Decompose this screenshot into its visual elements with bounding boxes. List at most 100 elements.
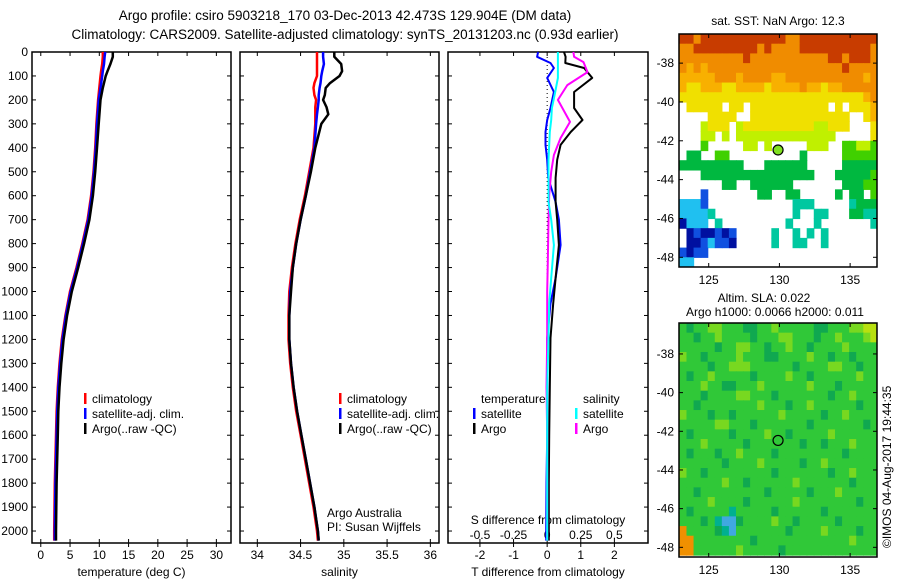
map-cell [771, 487, 780, 498]
argo-location-marker [772, 434, 784, 447]
map-cell [849, 429, 857, 440]
map-cell [721, 506, 730, 517]
map-cell [757, 497, 765, 508]
map-cell [735, 342, 744, 353]
map-cell [728, 82, 737, 93]
map-cell [842, 150, 850, 161]
map-cell [799, 53, 808, 64]
map-cell [700, 400, 709, 411]
map-cell [707, 448, 716, 459]
map-cell [728, 458, 737, 469]
map-cell [743, 53, 751, 64]
map-cell [728, 34, 737, 45]
map-cell [785, 63, 794, 74]
map-cell [750, 34, 758, 45]
map-cell [870, 82, 877, 93]
map-cell [806, 131, 815, 142]
map-cell [842, 140, 850, 152]
profile-panel-temperature: 0100200300400500600700800900100011001200… [1, 45, 232, 579]
map-cell [679, 381, 688, 392]
map-cell [856, 101, 864, 113]
map-cell [792, 545, 801, 556]
map-cell [856, 506, 864, 517]
map-cell [792, 477, 801, 488]
map-cell [757, 332, 765, 343]
map-cell [806, 487, 815, 498]
map-cell [771, 429, 780, 440]
map-cell [785, 468, 794, 479]
map-cell [679, 458, 688, 469]
map-cell [679, 400, 688, 411]
y-tick-label: 100 [8, 69, 28, 83]
map-cell [849, 497, 857, 508]
map-cell [735, 63, 744, 74]
map-cell [806, 477, 815, 488]
map-cell [870, 516, 877, 527]
map-cell [764, 477, 772, 488]
legend-swatch [339, 423, 342, 434]
map-cell [820, 448, 829, 459]
map-cell [714, 111, 723, 122]
map-cell [750, 448, 758, 459]
map-cell [806, 101, 815, 113]
map-cell [771, 121, 780, 132]
map-cell [700, 101, 709, 113]
map-cell [750, 53, 758, 64]
map-cell [764, 43, 772, 55]
legend-swatch [575, 423, 578, 434]
map-cell [728, 448, 737, 459]
legend-label: satellite [583, 407, 624, 421]
map-cell [750, 419, 758, 430]
map-cell [849, 545, 857, 556]
map-cell [743, 400, 751, 411]
map-cell [757, 34, 765, 45]
map-cell [764, 381, 772, 392]
map-cell [863, 43, 871, 55]
map-cell [849, 92, 857, 103]
map-cell [806, 111, 815, 122]
lon-tick-label: 135 [840, 563, 860, 577]
map-cell [721, 361, 730, 372]
map-cell [750, 92, 758, 103]
map-cell [834, 72, 843, 84]
map-cell [870, 468, 877, 479]
map-cell [735, 92, 744, 103]
map-cell [806, 545, 815, 556]
map-cell [820, 429, 829, 440]
map-cell [693, 477, 702, 488]
map-cell [757, 458, 765, 469]
map-cell [870, 410, 877, 421]
map-cell [785, 429, 794, 440]
map-cell [714, 150, 723, 161]
map-cell [863, 371, 871, 382]
map-cell [863, 352, 871, 363]
map-cell [778, 92, 787, 103]
map-cell [842, 468, 850, 479]
map-cell [721, 477, 730, 488]
map-cell [834, 189, 843, 200]
map-cell [679, 410, 688, 421]
lon-tick-label: 125 [699, 563, 719, 577]
map-cell [757, 43, 765, 55]
map-cell [714, 92, 723, 103]
map-cell [778, 82, 787, 93]
map-cell [820, 390, 829, 401]
legend-label: satellite [481, 407, 522, 421]
map-cell [721, 410, 730, 421]
map-cell [785, 381, 794, 392]
map-cell [764, 545, 772, 556]
map-cell [771, 410, 780, 421]
map-cell [693, 506, 702, 517]
map-cell [827, 477, 836, 488]
map-cell [686, 92, 695, 103]
map-cell [700, 199, 709, 210]
map-cell [700, 516, 709, 527]
map-cell [728, 53, 737, 64]
map-cell [750, 140, 758, 152]
map-cell [834, 410, 843, 421]
map-cell [834, 506, 843, 517]
map-cell [735, 160, 744, 171]
x-tick-label: 1 [577, 548, 584, 562]
map-cell [863, 342, 871, 353]
map-cell [721, 545, 730, 556]
